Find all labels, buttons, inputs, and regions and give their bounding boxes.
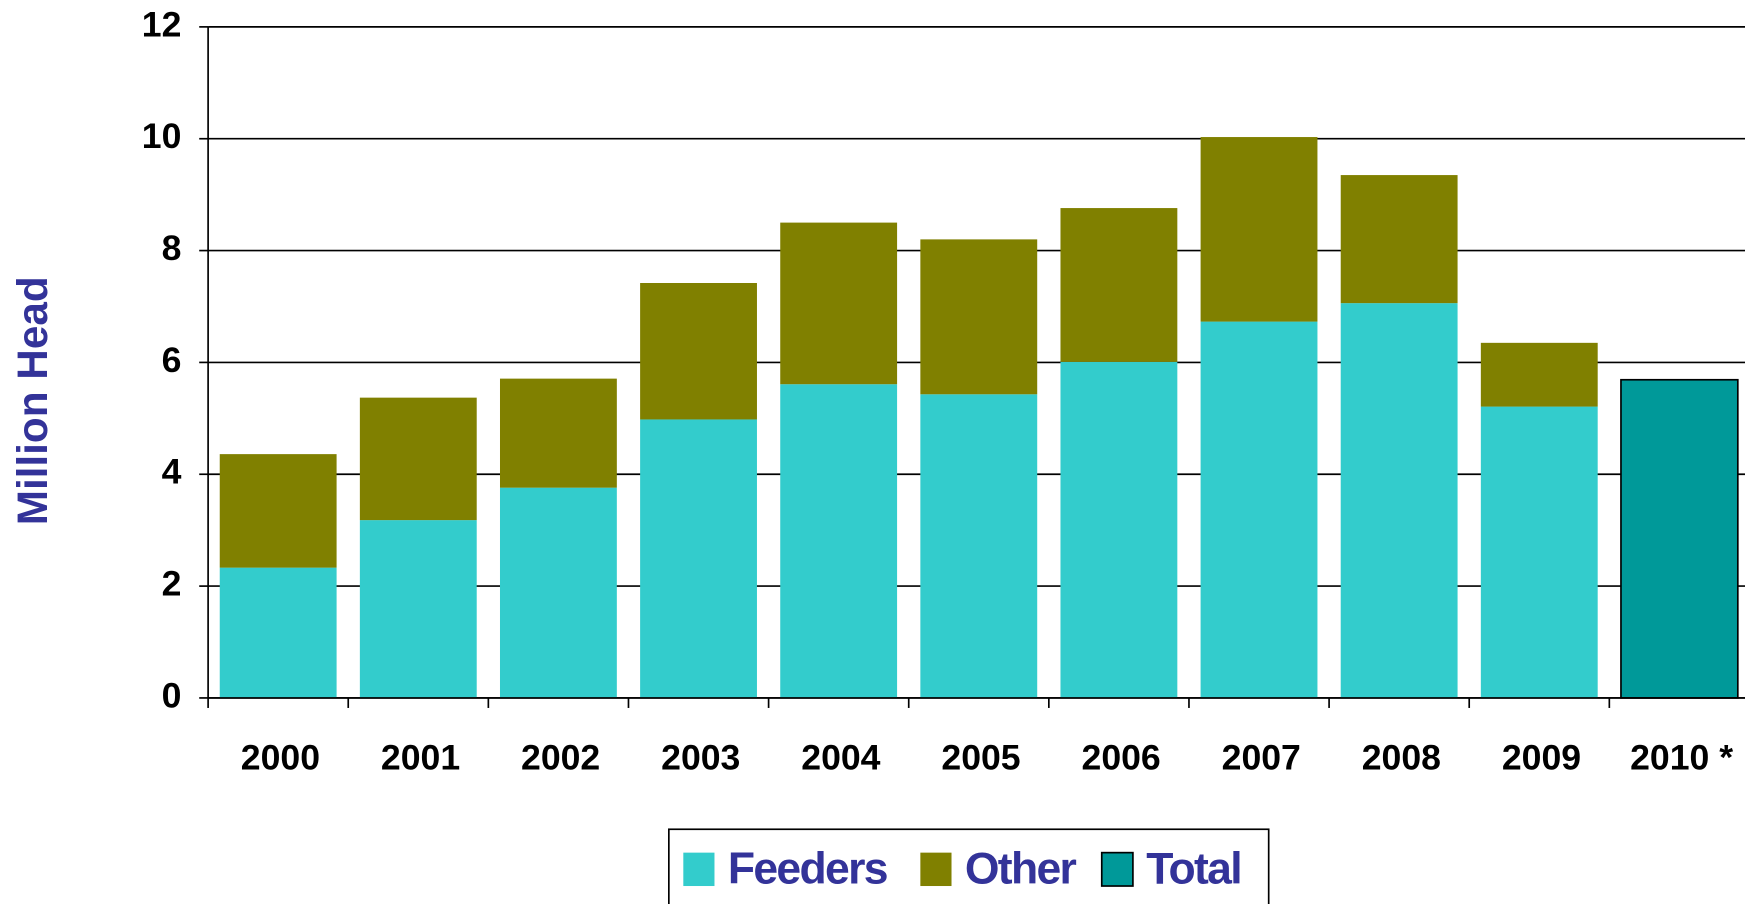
x-tick-label: 2003: [661, 738, 740, 778]
x-tick-label: 2009: [1502, 738, 1581, 778]
x-tick-label: 2001: [381, 738, 460, 778]
bar-segment: [1060, 208, 1178, 362]
bar-segment: [1340, 303, 1458, 698]
x-tick-label: 2010 *: [1630, 738, 1733, 778]
legend-swatch: [683, 852, 715, 887]
y-axis-label: Million Head: [9, 276, 56, 525]
bar-segment: [219, 454, 337, 568]
bar-segment: [920, 394, 1038, 698]
bar-segment: [1060, 361, 1178, 698]
legend-label: Feeders: [728, 844, 887, 893]
bar-segment: [359, 397, 477, 521]
x-tick-label: 2000: [241, 738, 320, 778]
bar-segment: [1200, 321, 1318, 698]
bar-segment: [1480, 406, 1598, 698]
bar-segment: [640, 283, 757, 420]
legend-label: Total: [1146, 844, 1241, 893]
y-tick-label: 10: [142, 116, 182, 156]
bar-segment: [499, 378, 617, 488]
x-tick-label: 2006: [1082, 738, 1161, 778]
bar-segment: [920, 239, 1038, 395]
bar-segment: [1340, 175, 1458, 304]
legend-label: Other: [965, 844, 1077, 893]
bar-segment: [780, 222, 898, 385]
bar-segment: [1200, 137, 1318, 322]
y-tick-label: 4: [162, 452, 182, 492]
x-tick-label: 2004: [801, 738, 880, 778]
x-tick-label: 2005: [941, 738, 1020, 778]
y-tick-label: 8: [162, 228, 182, 268]
bar-segment: [359, 520, 477, 698]
bar-segment: [640, 419, 757, 698]
bar-segment: [499, 487, 617, 698]
bar-segment: [1480, 342, 1598, 407]
x-tick-label: 2007: [1222, 738, 1301, 778]
y-tick-label: 6: [162, 340, 182, 380]
legend-box: [668, 828, 1270, 904]
legend-swatch: [920, 852, 952, 887]
bar-segment: [219, 567, 337, 698]
bar-segment: [1620, 378, 1739, 699]
x-tick-label: 2002: [521, 738, 600, 778]
legend-swatch: [1100, 851, 1134, 887]
y-tick-label: 2: [162, 564, 182, 604]
y-tick-label: 12: [142, 4, 182, 44]
bar-segment: [780, 384, 898, 698]
x-tick-label: 2008: [1362, 738, 1441, 778]
y-tick-label: 0: [162, 675, 182, 715]
